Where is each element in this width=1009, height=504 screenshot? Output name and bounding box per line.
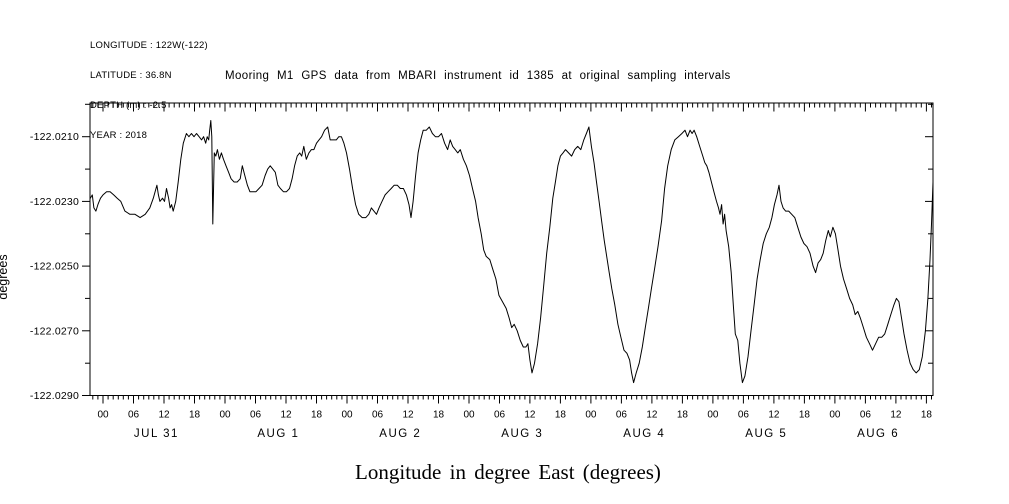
- y-axis-tick-labels: -122.0210 -122.0230 -122.0250 -122.0270 -122…: [30, 131, 79, 402]
- svg-text:12: 12: [524, 410, 536, 421]
- x-axis-title: Longitude in degree East (degrees): [355, 460, 661, 484]
- svg-text:00: 00: [341, 410, 353, 421]
- svg-text:18: 18: [677, 410, 689, 421]
- metadata-year: YEAR : 2018: [90, 130, 148, 141]
- svg-text:12: 12: [158, 410, 170, 421]
- svg-text:00: 00: [219, 410, 231, 421]
- svg-text:18: 18: [311, 410, 323, 421]
- plot-frame: [89, 102, 934, 396]
- svg-text:18: 18: [921, 410, 933, 421]
- svg-text:06: 06: [250, 410, 262, 421]
- svg-text:12: 12: [280, 410, 292, 421]
- svg-text:-122.0250: -122.0250: [30, 261, 79, 273]
- x-axis-ticks: [92, 103, 932, 404]
- svg-text:-122.0290: -122.0290: [30, 390, 79, 402]
- svg-text:AUG 3: AUG 3: [501, 428, 543, 440]
- svg-text:18: 18: [189, 410, 201, 421]
- svg-text:12: 12: [768, 410, 780, 421]
- metadata-longitude: LONGITUDE : 122W(-122): [90, 40, 208, 51]
- longitude-trace: [89, 120, 934, 384]
- svg-text:06: 06: [860, 410, 872, 421]
- svg-text:-122.0230: -122.0230: [30, 196, 79, 208]
- svg-text:00: 00: [829, 410, 841, 421]
- svg-text:18: 18: [555, 410, 567, 421]
- svg-text:00: 00: [707, 410, 719, 421]
- svg-text:00: 00: [585, 410, 597, 421]
- svg-text:06: 06: [372, 410, 384, 421]
- svg-text:18: 18: [799, 410, 811, 421]
- svg-text:06: 06: [738, 410, 750, 421]
- svg-text:AUG 4: AUG 4: [623, 428, 665, 440]
- svg-text:00: 00: [97, 410, 109, 421]
- y-axis-ticks: [82, 103, 933, 396]
- svg-text:AUG 1: AUG 1: [257, 428, 299, 440]
- svg-text:12: 12: [402, 410, 414, 421]
- svg-text:AUG 2: AUG 2: [379, 428, 421, 440]
- svg-text:JUL 31: JUL 31: [134, 428, 179, 440]
- svg-text:-122.0210: -122.0210: [30, 131, 79, 143]
- metadata-latitude: LATITUDE : 36.8N: [90, 70, 172, 81]
- svg-text:06: 06: [494, 410, 506, 421]
- svg-text:AUG 6: AUG 6: [857, 428, 899, 440]
- svg-text:06: 06: [616, 410, 628, 421]
- svg-text:-122.0270: -122.0270: [30, 325, 79, 337]
- svg-text:AUG 5: AUG 5: [745, 428, 787, 440]
- y-axis-title: degrees: [0, 254, 10, 299]
- svg-text:06: 06: [128, 410, 140, 421]
- x-axis-hour-labels: 00 06 12 18 00 06 12 18 00 06 12 18 00 06 12 18 00 06 12 18…: [97, 410, 932, 421]
- svg-text:12: 12: [646, 410, 658, 421]
- svg-text:00: 00: [463, 410, 475, 421]
- chart-title: Mooring M1 GPS data from MBARI instrumen…: [225, 70, 731, 82]
- svg-text:12: 12: [890, 410, 902, 421]
- x-axis-day-labels: JUL 31 AUG 1 AUG 2 AUG 3 AUG 4 AUG 5 AUG 6: [134, 428, 899, 440]
- svg-text:18: 18: [433, 410, 445, 421]
